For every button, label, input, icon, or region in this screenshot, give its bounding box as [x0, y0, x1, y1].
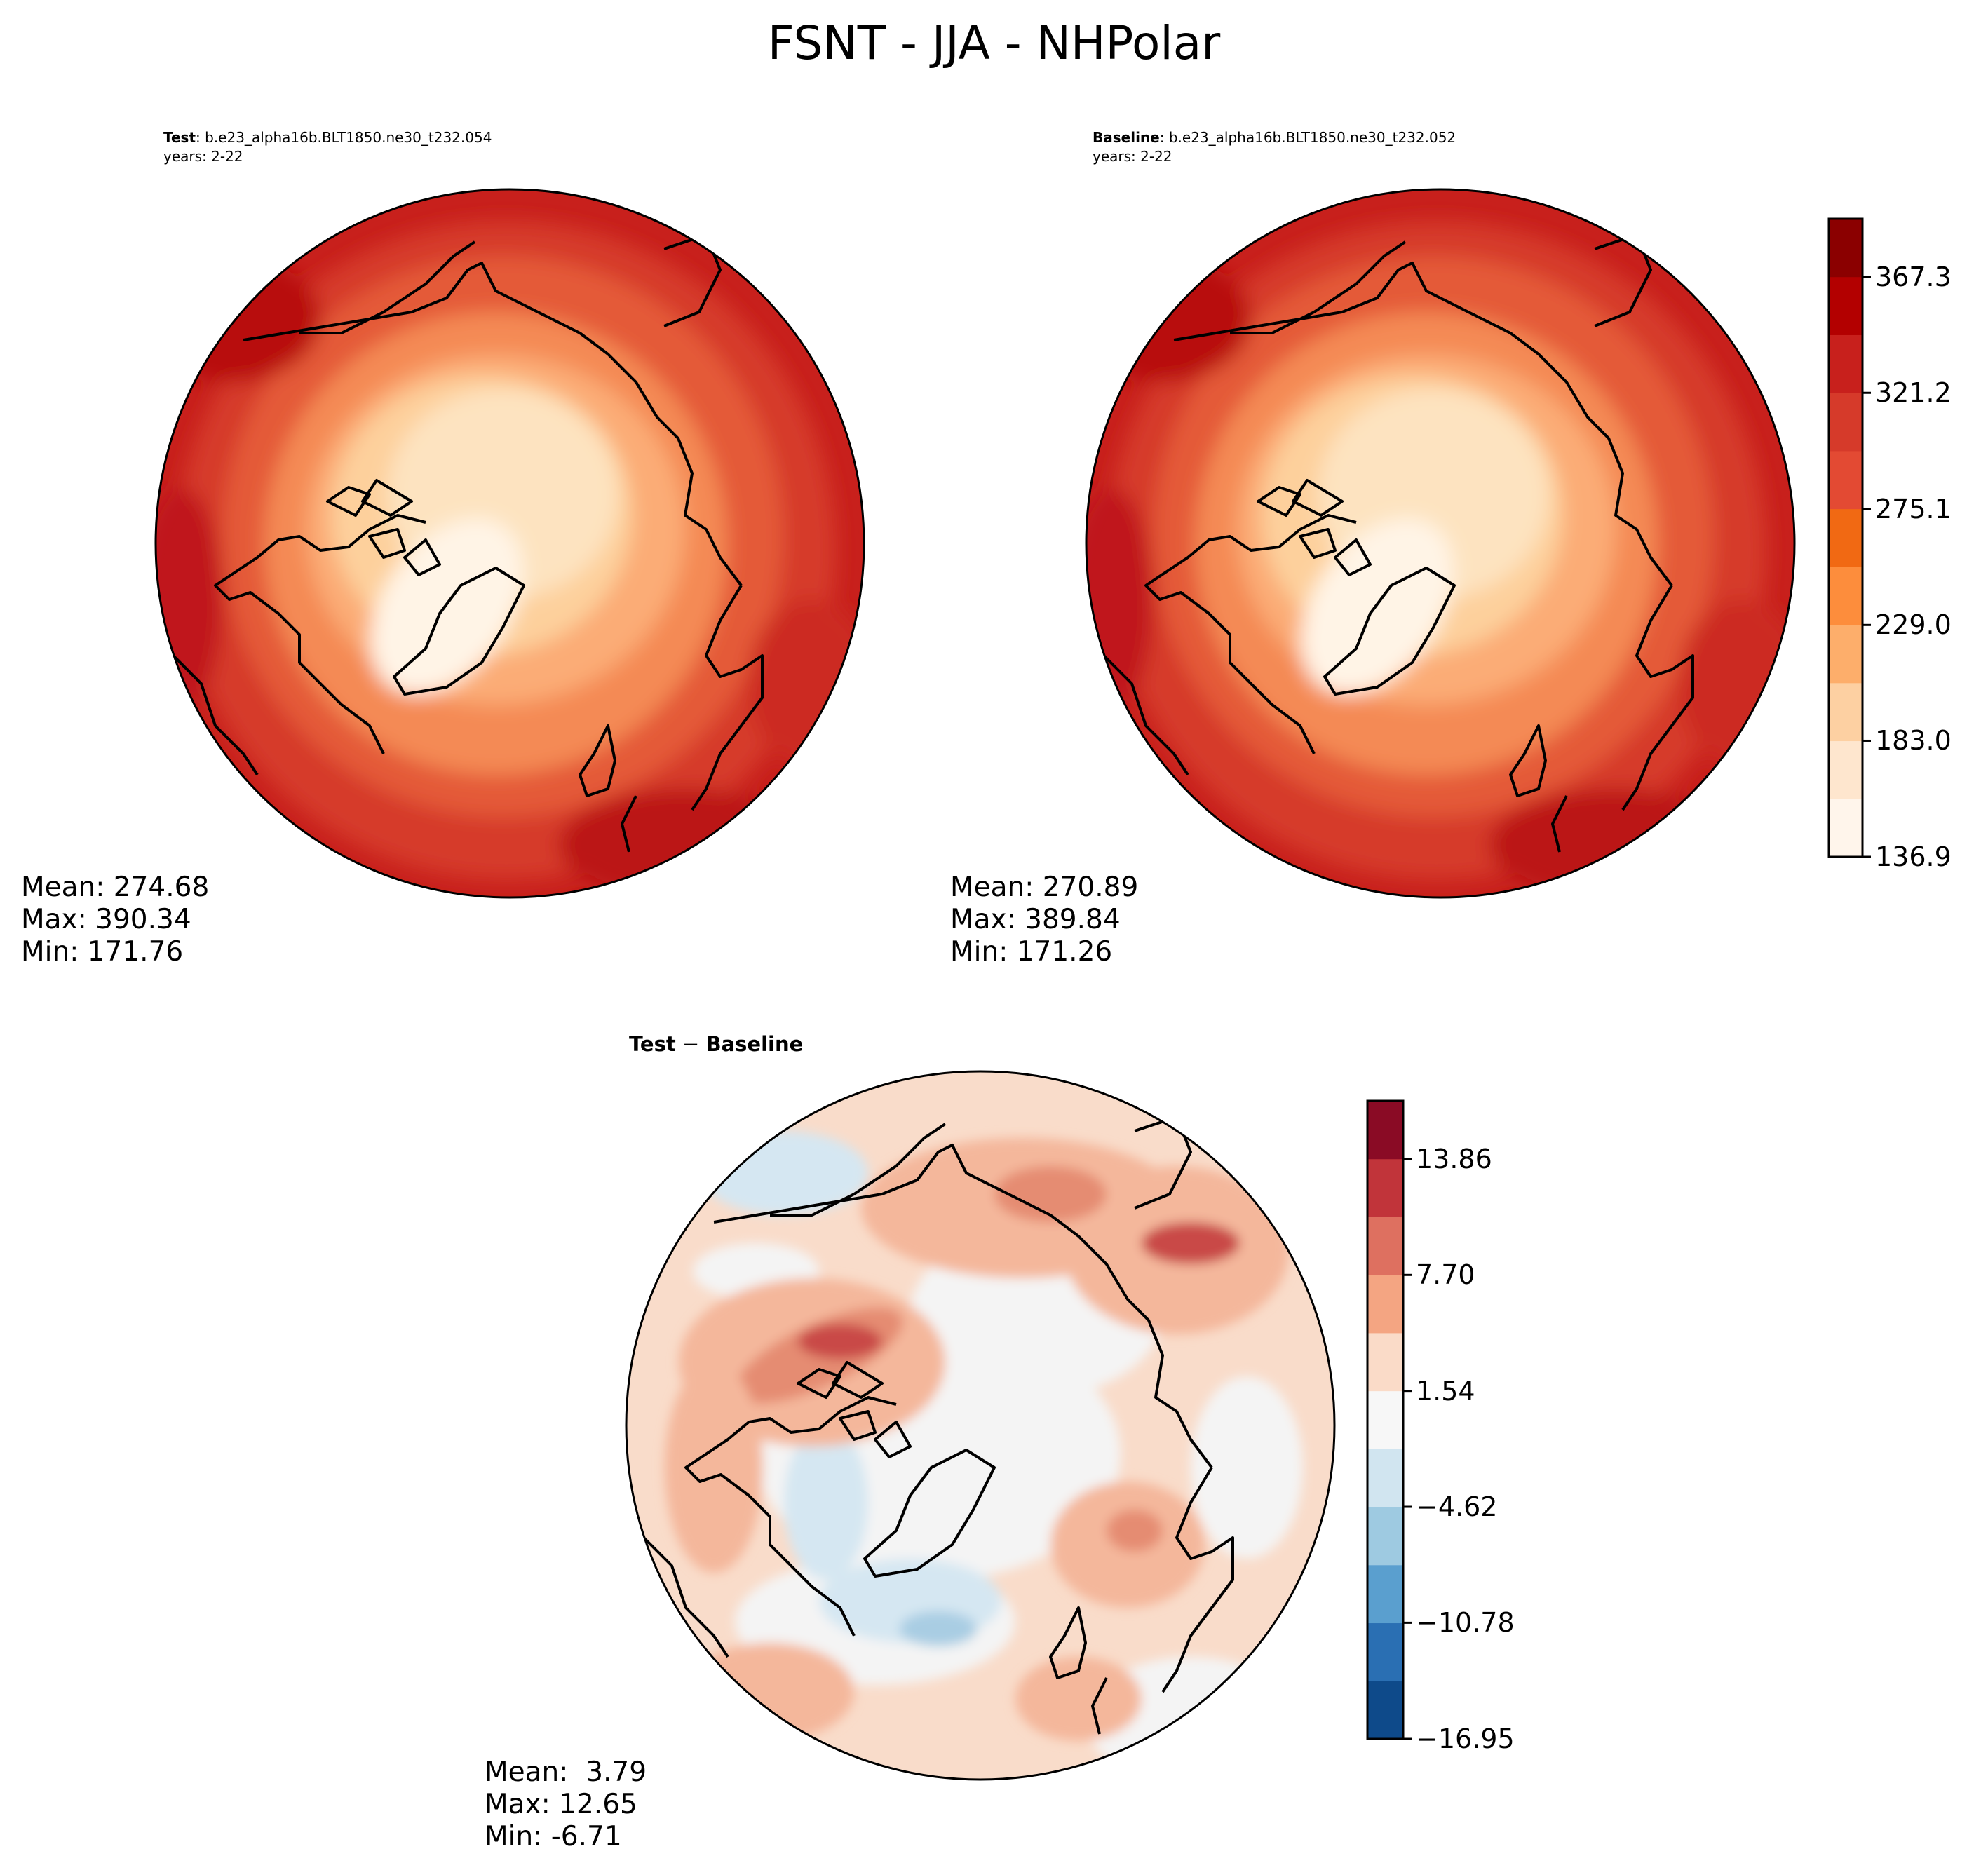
diff-colorbar-band — [1367, 1449, 1403, 1507]
baseline-map — [1085, 188, 1796, 899]
diff-colorbar-tick-label: −10.78 — [1416, 1607, 1515, 1639]
main-colorbar — [1827, 217, 1871, 858]
diff-colorbar-band — [1367, 1101, 1403, 1160]
diff-colorbar-tick-label: −16.95 — [1416, 1723, 1515, 1754]
main-colorbar-tick-label: 367.3 — [1875, 261, 1952, 292]
test-years: years: 2-22 — [163, 148, 243, 165]
main-colorbar-band — [1829, 740, 1862, 799]
main-colorbar-band — [1829, 508, 1862, 567]
test-stats: Mean: 274.68 Max: 390.34 Min: 171.76 — [21, 872, 209, 968]
diff-title-right: Baseline — [705, 1032, 804, 1056]
main-colorbar-band — [1829, 393, 1862, 452]
diff-colorbar — [1366, 1099, 1412, 1740]
main-colorbar-band — [1829, 682, 1862, 742]
main-colorbar-band — [1829, 799, 1862, 858]
diff-colorbar-band — [1367, 1217, 1403, 1275]
diff-colorbar-band — [1367, 1622, 1403, 1681]
main-colorbar-tick-label: 321.2 — [1875, 377, 1952, 409]
main-colorbar-band — [1829, 276, 1862, 335]
diff-colorbar-band — [1367, 1158, 1403, 1217]
main-colorbar-tick-label: 229.0 — [1875, 609, 1952, 641]
diff-map-boundary — [625, 1070, 1336, 1781]
baseline-mean: Mean: 270.89 — [950, 872, 1139, 903]
diff-stats: Mean: 3.79 Max: 12.65 Min: -6.71 — [485, 1756, 647, 1853]
main-colorbar-band — [1829, 625, 1862, 684]
main-colorbar-band — [1829, 334, 1862, 393]
diff-colorbar-band — [1367, 1332, 1403, 1392]
main-colorbar-tick-label: 275.1 — [1875, 493, 1952, 524]
baseline-map-boundary — [1085, 188, 1796, 899]
main-colorbar-frame — [1827, 217, 1864, 858]
test-case-name: b.e23_alpha16b.BLT1850.ne30_t232.054 — [205, 129, 492, 146]
main-colorbar-tick-label: 136.9 — [1875, 841, 1952, 872]
diff-colorbar-band — [1367, 1564, 1403, 1624]
baseline-stats: Mean: 270.89 Max: 389.84 Min: 171.26 — [950, 872, 1138, 968]
diff-mean: Mean: 3.79 — [485, 1756, 647, 1788]
test-label-sep: : — [196, 129, 205, 146]
test-mean: Mean: 274.68 — [21, 872, 210, 903]
main-colorbar-band — [1829, 567, 1862, 625]
test-label: Test — [163, 129, 196, 146]
baseline-panel-header: Baseline: b.e23_alpha16b.BLT1850.ne30_t2… — [1093, 128, 1456, 166]
test-max: Max: 390.34 — [21, 904, 191, 935]
baseline-min: Min: 171.26 — [950, 936, 1113, 968]
baseline-label: Baseline — [1093, 129, 1160, 146]
main-colorbar-band — [1829, 450, 1862, 510]
diff-colorbar-tick-label: 13.86 — [1416, 1143, 1492, 1174]
diff-min: Min: -6.71 — [485, 1821, 622, 1852]
test-min: Min: 171.76 — [21, 936, 184, 968]
diff-map — [625, 1070, 1336, 1781]
baseline-years: years: 2-22 — [1093, 148, 1172, 165]
test-map-boundary — [154, 188, 865, 899]
diff-colorbar-band — [1367, 1275, 1403, 1334]
test-map — [154, 188, 865, 899]
diff-colorbar-tick-label: 1.54 — [1416, 1375, 1475, 1407]
diff-colorbar-tick-label: −4.62 — [1416, 1491, 1498, 1523]
test-panel-header: Test: b.e23_alpha16b.BLT1850.ne30_t232.0… — [163, 128, 492, 166]
figure-title: FSNT - JJA - NHPolar — [767, 16, 1221, 70]
diff-colorbar-tick-label: 7.70 — [1416, 1259, 1475, 1291]
diff-title-sep: − — [675, 1032, 706, 1056]
diff-panel-title: Test − Baseline — [629, 1032, 803, 1056]
main-colorbar-tick-label: 183.0 — [1875, 725, 1952, 757]
diff-title-left: Test — [629, 1032, 676, 1056]
baseline-label-sep: : — [1159, 129, 1169, 146]
diff-colorbar-frame — [1366, 1099, 1405, 1740]
diff-colorbar-band — [1367, 1390, 1403, 1449]
diff-colorbar-band — [1367, 1681, 1403, 1740]
baseline-case-name: b.e23_alpha16b.BLT1850.ne30_t232.052 — [1168, 129, 1456, 146]
main-colorbar-band — [1829, 219, 1862, 278]
diff-max: Max: 12.65 — [485, 1789, 637, 1820]
baseline-max: Max: 389.84 — [950, 904, 1121, 935]
diff-colorbar-band — [1367, 1507, 1403, 1566]
